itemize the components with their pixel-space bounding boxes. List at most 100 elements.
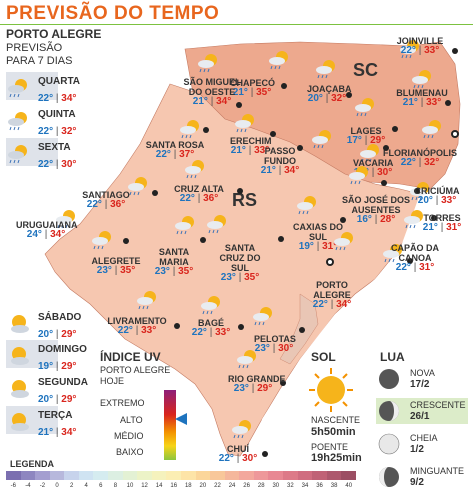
city-weather-icon bbox=[235, 114, 254, 133]
day-max: 29° bbox=[61, 394, 77, 405]
day-max: 29° bbox=[61, 329, 77, 340]
moon-waning-icon bbox=[379, 467, 399, 487]
legend-swatch bbox=[122, 471, 138, 480]
legend-swatch bbox=[151, 471, 167, 480]
city-weather-icon bbox=[180, 120, 199, 139]
city-dot bbox=[383, 145, 389, 151]
legend-swatch bbox=[210, 471, 225, 480]
city-label: SÃO MIGUEL DO OESTE 21° | 34° bbox=[177, 77, 247, 107]
uv-title: ÍNDICE UV bbox=[100, 350, 161, 364]
city-temps: 16° | 28° bbox=[356, 214, 396, 225]
city-name: BLUMENAU bbox=[396, 88, 448, 98]
city-weather-icon bbox=[128, 177, 147, 196]
city-label: SANTIAGO 22° | 36° bbox=[81, 190, 131, 210]
day-min: 20° bbox=[38, 329, 54, 340]
city-name: ERECHIM bbox=[230, 136, 272, 146]
day-label: SÁBADO bbox=[38, 312, 82, 323]
city-temps: 22° | 33° bbox=[191, 327, 231, 338]
day-min: 22° bbox=[38, 159, 54, 170]
day-temps: 22° | 34° bbox=[38, 93, 77, 104]
legend-swatch bbox=[6, 471, 21, 480]
legend-tick: 22 bbox=[214, 483, 221, 489]
day-min: 22° bbox=[38, 126, 54, 137]
legend-tick: 8 bbox=[113, 483, 118, 489]
day-max: 30° bbox=[61, 159, 77, 170]
city-label: BAGÉ 22° | 33° bbox=[191, 318, 231, 338]
city-weather-icon bbox=[360, 144, 379, 163]
city-weather-icon bbox=[422, 120, 441, 139]
day-max: 34° bbox=[61, 427, 77, 438]
legend-swatch bbox=[108, 471, 123, 480]
city-temps: 21° | 31° bbox=[422, 222, 462, 233]
legend-tick: 30 bbox=[272, 483, 280, 489]
state-label-rs: RS bbox=[232, 190, 258, 210]
city-name: LIVRAMENTO bbox=[107, 316, 167, 326]
city-weather-icon bbox=[253, 307, 272, 326]
city-label: PELOTAS 23° | 30° bbox=[254, 334, 296, 354]
legend-swatch bbox=[239, 471, 254, 480]
city-dot bbox=[381, 180, 387, 186]
day-max: 29° bbox=[61, 361, 77, 372]
legend-tick: 2 bbox=[69, 483, 74, 489]
day-label: QUARTA bbox=[38, 76, 81, 87]
city-label: CAXIAS DO SUL 19° | 31° bbox=[293, 222, 343, 252]
city-temps: 20° | 33° bbox=[417, 195, 457, 206]
sunrise-label: NASCENTE bbox=[311, 415, 361, 425]
sun-cloud-icon bbox=[11, 380, 29, 398]
day-min: 20° bbox=[38, 394, 54, 405]
day-temps: 19° | 29° bbox=[38, 361, 77, 372]
city-weather-icon bbox=[92, 231, 111, 250]
day-temps: 22° | 32° bbox=[38, 126, 77, 137]
moon-new-icon bbox=[379, 369, 399, 389]
day-entry: SEGUNDA 20° | 29° bbox=[6, 375, 101, 405]
city-weather-icon bbox=[383, 244, 402, 263]
city-temps: 22° | 37° bbox=[155, 149, 195, 160]
city-temps: 22° | 32° bbox=[400, 157, 440, 168]
city-weather-icon bbox=[334, 232, 353, 251]
moon-title: LUA bbox=[380, 350, 405, 364]
city-name: CHUÍ bbox=[227, 444, 249, 454]
moon-phase-name: CHEIA bbox=[410, 433, 438, 443]
city-dot bbox=[299, 327, 305, 333]
city-label: ALEGRETE 23° | 35° bbox=[91, 256, 141, 276]
city-label: RIO GRANDE 23° | 29° bbox=[228, 374, 286, 394]
city-name: CHAPECÓ bbox=[230, 78, 276, 88]
city-weather-icon bbox=[207, 215, 226, 234]
sun-cloud-icon bbox=[11, 347, 29, 365]
sun-rain-icon bbox=[8, 145, 27, 164]
legend-tick: 4 bbox=[84, 483, 88, 489]
map-ocean bbox=[250, 184, 473, 469]
city-weather-icon bbox=[269, 51, 288, 70]
city-temps: 22° | 36° bbox=[86, 199, 126, 210]
city-temps: 23° | 29° bbox=[233, 383, 273, 394]
city-label: ERECHIM 21° | 33° bbox=[230, 136, 272, 156]
city-label: JOINVILLE 22° | 33° bbox=[385, 36, 455, 56]
legend-tick: 24 bbox=[228, 483, 236, 489]
city-dot bbox=[326, 258, 334, 266]
city-temps: 23° | 30° bbox=[254, 343, 294, 354]
legend-swatch bbox=[166, 471, 181, 480]
uv-level-medio: MÉDIO bbox=[114, 431, 144, 441]
uv-level-alto: ALTO bbox=[120, 415, 143, 425]
city-weather-icon bbox=[198, 54, 217, 73]
day-entry: DOMINGO 19° | 29° bbox=[6, 342, 101, 372]
city-dot bbox=[297, 145, 303, 151]
legend-tick: 26 bbox=[243, 483, 250, 489]
city-label: CRICIÚMA 20° | 33° bbox=[412, 186, 462, 206]
city-weather-icon bbox=[56, 210, 75, 229]
city-label: URUGUAIANA 24° | 34° bbox=[16, 220, 78, 240]
city-weather-icon bbox=[137, 291, 156, 310]
legend-swatch bbox=[341, 471, 356, 480]
forecast-subtitle-line1: PREVISÃO bbox=[6, 42, 63, 54]
forecast-subtitle: PREVISÃO PARA 7 DIAS bbox=[6, 42, 106, 68]
city-temps: 23° | 35° bbox=[154, 266, 194, 277]
legend-tick: 28 bbox=[257, 483, 265, 489]
city-dot bbox=[238, 324, 244, 330]
city-name: SÃO MIGUEL DO OESTE bbox=[183, 77, 241, 97]
city-label: SANTA ROSA 22° | 37° bbox=[145, 140, 205, 160]
city-weather-icon bbox=[349, 166, 368, 185]
city-weather-icon bbox=[237, 350, 256, 369]
city-temps: 21° | 35° bbox=[232, 87, 272, 98]
day-label: TERÇA bbox=[38, 410, 73, 421]
city-label: BLUMENAU 21° | 33° bbox=[387, 88, 457, 108]
